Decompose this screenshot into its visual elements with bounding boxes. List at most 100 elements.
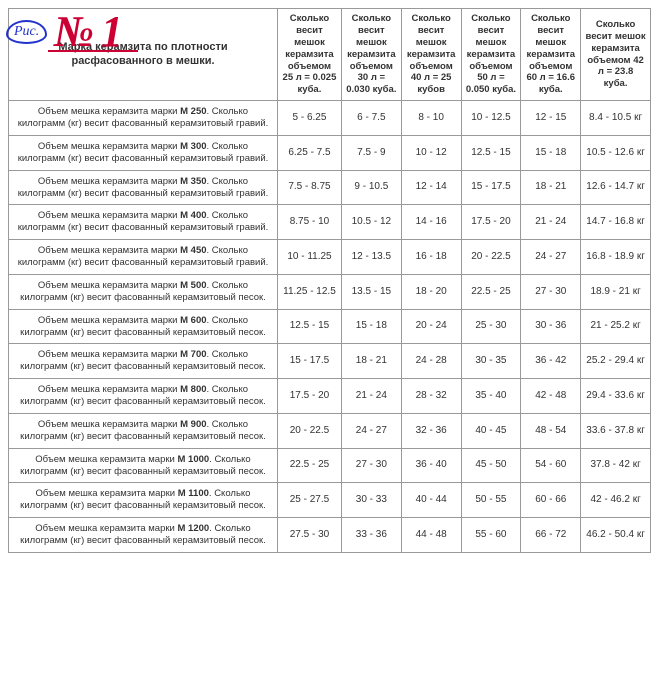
cell-value: 48 - 54 xyxy=(521,413,581,448)
table-row: Объем мешка керамзита марки М 1200. Скол… xyxy=(9,518,651,553)
cell-value: 20 - 22.5 xyxy=(278,413,342,448)
cell-value: 24 - 28 xyxy=(401,344,461,379)
cell-value: 14 - 16 xyxy=(401,205,461,240)
cell-value: 42 - 48 xyxy=(521,379,581,414)
row-description: Объем мешка керамзита марки М 600. Сколь… xyxy=(9,309,278,344)
row-description: Объем мешка керамзита марки М 1000. Скол… xyxy=(9,448,278,483)
cell-value: 15 - 18 xyxy=(341,309,401,344)
cell-value: 10 - 11.25 xyxy=(278,240,342,275)
cell-value: 5 - 6.25 xyxy=(278,101,342,136)
table-row: Объем мешка керамзита марки М 700. Сколь… xyxy=(9,344,651,379)
cell-value: 30 - 36 xyxy=(521,309,581,344)
cell-value: 27 - 30 xyxy=(341,448,401,483)
cell-value: 28 - 32 xyxy=(401,379,461,414)
cell-value: 15 - 18 xyxy=(521,135,581,170)
cell-value: 50 - 55 xyxy=(461,483,521,518)
cell-value: 25 - 30 xyxy=(461,309,521,344)
cell-value: 24 - 27 xyxy=(521,240,581,275)
row-description: Объем мешка керамзита марки М 300. Сколь… xyxy=(9,135,278,170)
table-row: Объем мешка керамзита марки М 450. Сколь… xyxy=(9,240,651,275)
row-description: Объем мешка керамзита марки М 500. Сколь… xyxy=(9,274,278,309)
cell-value: 27 - 30 xyxy=(521,274,581,309)
cell-value: 25.2 - 29.4 кг xyxy=(581,344,651,379)
cell-value: 40 - 44 xyxy=(401,483,461,518)
cell-value: 54 - 60 xyxy=(521,448,581,483)
cell-value: 10.5 - 12 xyxy=(341,205,401,240)
cell-value: 18 - 20 xyxy=(401,274,461,309)
cell-value: 33 - 36 xyxy=(341,518,401,553)
cell-value: 44 - 48 xyxy=(401,518,461,553)
cell-value: 7.5 - 9 xyxy=(341,135,401,170)
table-row: Объем мешка керамзита марки М 1000. Скол… xyxy=(9,448,651,483)
row-description: Объем мешка керамзита марки М 350. Сколь… xyxy=(9,170,278,205)
cell-value: 7.5 - 8.75 xyxy=(278,170,342,205)
cell-value: 8 - 10 xyxy=(401,101,461,136)
cell-value: 10 - 12.5 xyxy=(461,101,521,136)
row-description: Объем мешка керамзита марки М 450. Сколь… xyxy=(9,240,278,275)
cell-value: 10 - 12 xyxy=(401,135,461,170)
table-row: Объем мешка керамзита марки М 800. Сколь… xyxy=(9,379,651,414)
cell-value: 13.5 - 15 xyxy=(341,274,401,309)
keramzit-table: Марка керамзита по плотности расфасованн… xyxy=(8,8,651,553)
cell-value: 12.6 - 14.7 кг xyxy=(581,170,651,205)
cell-value: 12 - 13.5 xyxy=(341,240,401,275)
row-description: Объем мешка керамзита марки М 400. Сколь… xyxy=(9,205,278,240)
cell-value: 18 - 21 xyxy=(521,170,581,205)
table-row: Объем мешка керамзита марки М 300. Сколь… xyxy=(9,135,651,170)
table-row: Объем мешка керамзита марки М 250. Сколь… xyxy=(9,101,651,136)
cell-value: 55 - 60 xyxy=(461,518,521,553)
cell-value: 30 - 35 xyxy=(461,344,521,379)
cell-value: 35 - 40 xyxy=(461,379,521,414)
row-description: Объем мешка керамзита марки М 700. Сколь… xyxy=(9,344,278,379)
cell-value: 12 - 14 xyxy=(401,170,461,205)
cell-value: 10.5 - 12.6 кг xyxy=(581,135,651,170)
row-description: Объем мешка керамзита марки М 900. Сколь… xyxy=(9,413,278,448)
cell-value: 18.9 - 21 кг xyxy=(581,274,651,309)
cell-value: 25 - 27.5 xyxy=(278,483,342,518)
col-header-40l: Сколько весит мешок керамзита объемом 40… xyxy=(401,9,461,101)
table-row: Объем мешка керамзита марки М 600. Сколь… xyxy=(9,309,651,344)
header-row: Марка керамзита по плотности расфасованн… xyxy=(9,9,651,101)
row-description: Объем мешка керамзита марки М 250. Сколь… xyxy=(9,101,278,136)
cell-value: 17.5 - 20 xyxy=(461,205,521,240)
cell-value: 16 - 18 xyxy=(401,240,461,275)
cell-value: 15 - 17.5 xyxy=(278,344,342,379)
table-row: Объем мешка керамзита марки М 1100. Скол… xyxy=(9,483,651,518)
cell-value: 21 - 24 xyxy=(521,205,581,240)
cell-value: 16.8 - 18.9 кг xyxy=(581,240,651,275)
cell-value: 17.5 - 20 xyxy=(278,379,342,414)
col-header-50l: Сколько весит мешок керамзита объемом 50… xyxy=(461,9,521,101)
cell-value: 36 - 40 xyxy=(401,448,461,483)
row-description: Объем мешка керамзита марки М 1200. Скол… xyxy=(9,518,278,553)
cell-value: 6.25 - 7.5 xyxy=(278,135,342,170)
table-body: Объем мешка керамзита марки М 250. Сколь… xyxy=(9,101,651,553)
cell-value: 22.5 - 25 xyxy=(278,448,342,483)
cell-value: 24 - 27 xyxy=(341,413,401,448)
cell-value: 32 - 36 xyxy=(401,413,461,448)
col-header-25l: Сколько весит мешок керамзита объемом 25… xyxy=(278,9,342,101)
cell-value: 45 - 50 xyxy=(461,448,521,483)
cell-value: 42 - 46.2 кг xyxy=(581,483,651,518)
cell-value: 66 - 72 xyxy=(521,518,581,553)
cell-value: 30 - 33 xyxy=(341,483,401,518)
row-description: Объем мешка керамзита марки М 1100. Скол… xyxy=(9,483,278,518)
cell-value: 9 - 10.5 xyxy=(341,170,401,205)
cell-value: 14.7 - 16.8 кг xyxy=(581,205,651,240)
table-row: Объем мешка керамзита марки М 500. Сколь… xyxy=(9,274,651,309)
cell-value: 18 - 21 xyxy=(341,344,401,379)
cell-value: 12.5 - 15 xyxy=(278,309,342,344)
cell-value: 11.25 - 12.5 xyxy=(278,274,342,309)
table-row: Объем мешка керамзита марки М 900. Сколь… xyxy=(9,413,651,448)
cell-value: 8.75 - 10 xyxy=(278,205,342,240)
cell-value: 20 - 24 xyxy=(401,309,461,344)
cell-value: 15 - 17.5 xyxy=(461,170,521,205)
cell-value: 22.5 - 25 xyxy=(461,274,521,309)
cell-value: 60 - 66 xyxy=(521,483,581,518)
cell-value: 33.6 - 37.8 кг xyxy=(581,413,651,448)
main-header: Марка керамзита по плотности расфасованн… xyxy=(9,9,278,101)
cell-value: 21 - 24 xyxy=(341,379,401,414)
table-row: Объем мешка керамзита марки М 350. Сколь… xyxy=(9,170,651,205)
table-row: Объем мешка керамзита марки М 400. Сколь… xyxy=(9,205,651,240)
cell-value: 12 - 15 xyxy=(521,101,581,136)
row-description: Объем мешка керамзита марки М 800. Сколь… xyxy=(9,379,278,414)
